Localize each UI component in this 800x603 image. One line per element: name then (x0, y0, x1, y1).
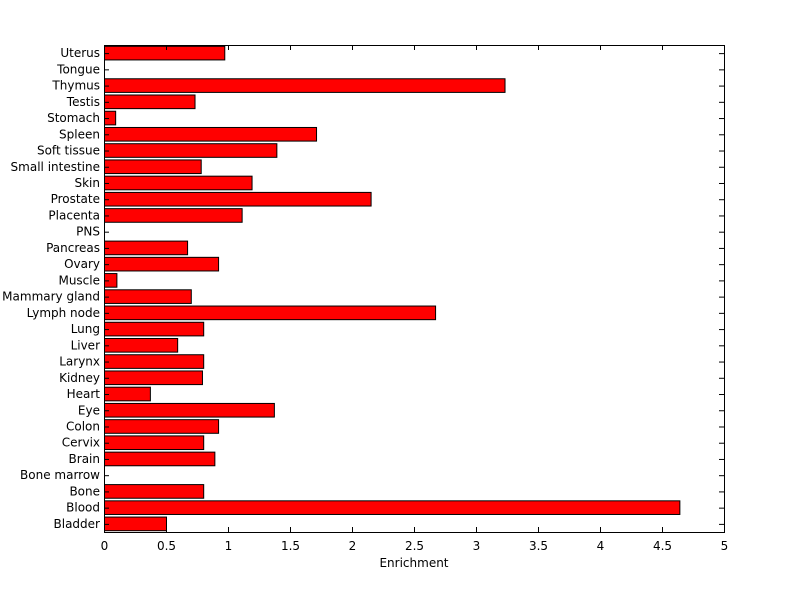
category-label: Uterus (60, 46, 100, 60)
category-label: Blood (66, 501, 100, 515)
x-tick-label: 4 (597, 539, 605, 553)
x-tick-label: 5 (721, 539, 729, 553)
category-label: Small intestine (11, 160, 100, 174)
category-label: Mammary gland (2, 290, 100, 304)
category-label: Heart (67, 387, 101, 401)
bar-blood (104, 500, 681, 515)
bar-colon (104, 419, 220, 434)
x-tick-label: 0.5 (157, 539, 176, 553)
category-label: Thymus (51, 79, 100, 93)
category-label: Bladder (54, 517, 101, 531)
category-label: Skin (74, 176, 100, 190)
x-tick-labels-group: 0 0.5 1 1.5 2 2.5 3 3.5 4 4.5 5 (101, 539, 729, 553)
category-label: PNS (76, 225, 100, 239)
bar-heart (104, 386, 151, 402)
category-label: Soft tissue (37, 144, 100, 158)
bar-larynx (104, 354, 205, 369)
x-tick-label: 1 (225, 539, 233, 553)
x-tick-label: 4.5 (653, 539, 672, 553)
bar-skin (104, 175, 253, 191)
bar-bone (104, 484, 205, 499)
category-label: Lung (71, 322, 100, 336)
bar-mammary-gland (104, 289, 192, 304)
x-tick-label: 3.5 (529, 539, 548, 553)
category-label: Cervix (62, 436, 100, 450)
category-label: Tongue (56, 62, 100, 76)
bar-testis (104, 94, 196, 110)
bar-lymph-node (104, 305, 437, 321)
bar-ovary (104, 256, 220, 272)
category-label: Lymph node (27, 306, 100, 320)
bar-small-intestine (104, 159, 202, 175)
category-label: Bone marrow (20, 468, 100, 482)
bar-eye (104, 402, 275, 418)
bar-cervix (104, 435, 205, 451)
x-tick-label: 2 (349, 539, 357, 553)
category-label: Pancreas (46, 241, 100, 255)
category-label: Larynx (59, 355, 100, 369)
x-tick-label: 0 (101, 539, 109, 553)
bar-uterus (104, 45, 226, 61)
axes-frame (104, 45, 725, 533)
category-label: Eye (78, 403, 100, 417)
category-label: Ovary (64, 257, 100, 271)
bar-liver (104, 337, 179, 353)
x-tick-label: 2.5 (405, 539, 424, 553)
bar-pancreas (104, 240, 189, 256)
bar-thymus (104, 78, 506, 93)
bar-spleen (104, 126, 318, 142)
category-label: Prostate (51, 192, 100, 206)
x-tick-label: 3 (473, 539, 481, 553)
bar-lung (104, 321, 205, 337)
category-label: Bone (69, 484, 100, 498)
bar-soft-tissue (104, 143, 278, 158)
category-label: Kidney (59, 371, 100, 385)
category-label: Brain (69, 452, 100, 466)
bars-group (104, 45, 681, 532)
bar-kidney (104, 370, 203, 386)
bar-brain (104, 451, 216, 467)
x-axis-label: Enrichment (379, 556, 448, 570)
bar-placenta (104, 208, 243, 223)
category-label: Colon (66, 419, 100, 433)
category-label: Muscle (58, 273, 100, 287)
category-label: Stomach (47, 111, 100, 125)
category-label: Spleen (59, 127, 100, 141)
x-tick-label: 1.5 (281, 539, 300, 553)
bar-prostate (104, 191, 372, 207)
category-label: Testis (66, 95, 100, 109)
category-labels-group: Bladder Blood Bone Bone marrow Brain Cervix Co… (2, 46, 100, 531)
category-label: Placenta (48, 208, 100, 222)
bar-bladder (104, 516, 167, 532)
category-label: Liver (71, 338, 101, 352)
